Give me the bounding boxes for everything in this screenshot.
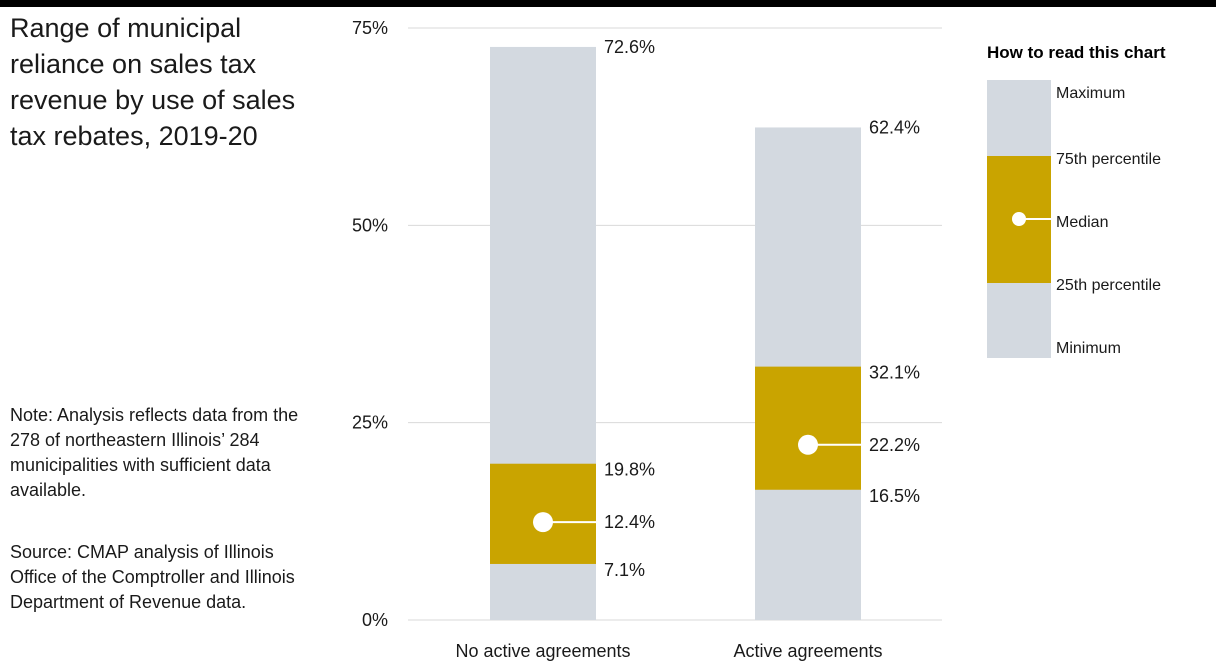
legend-title: How to read this chart [987,43,1166,62]
p75-value-label: 32.1% [869,363,920,383]
x-category-label: No active agreements [455,641,630,661]
legend-item-label: Minimum [1056,340,1121,357]
iqr-box [755,366,861,490]
legend-median-dot [1012,212,1026,226]
note-text: Note: Analysis reflects data from the 27… [10,405,299,500]
y-tick-label: 75% [352,18,388,38]
chart-title: Range of municipal reliance on sales tax… [10,13,296,151]
y-tick-label: 50% [352,215,388,235]
p75-value-label: 19.8% [604,460,655,480]
legend-item-label: Maximum [1056,85,1125,102]
max-value-label: 72.6% [604,37,655,57]
x-category-label: Active agreements [733,641,882,661]
median-value-label: 22.2% [869,435,920,455]
source-text: Source: CMAP analysis of Illinois Office… [10,542,295,612]
y-tick-label: 0% [362,610,388,630]
p25-value-label: 7.1% [604,560,645,580]
legend-item-label: 75th percentile [1056,151,1161,168]
max-value-label: 62.4% [869,117,920,137]
legend-item-label: Median [1056,214,1108,231]
median-dot [533,512,553,533]
legend-item-label: 25th percentile [1056,277,1161,294]
median-value-label: 12.4% [604,512,655,532]
y-tick-label: 25% [352,413,388,433]
p25-value-label: 16.5% [869,486,920,506]
median-dot [798,434,818,455]
top-rule [0,0,1216,7]
